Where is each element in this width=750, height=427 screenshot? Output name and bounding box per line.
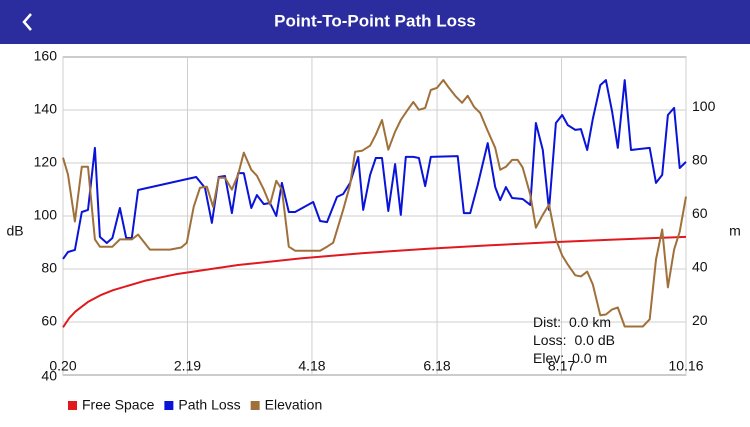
y-tick-label: 160	[34, 48, 58, 64]
series-line	[62, 79, 687, 260]
y-tick-label: 80	[41, 260, 57, 276]
y-tick-label: 120	[34, 154, 58, 170]
series-line	[62, 79, 687, 328]
x-tick-label: 4.18	[298, 358, 325, 374]
y2-tick-label: 80	[692, 151, 708, 167]
info-value: 0.0 dB	[574, 332, 614, 348]
header-bar	[0, 0, 750, 44]
legend-swatch	[250, 401, 260, 410]
y2-axis-label: m	[729, 223, 741, 239]
y2-tick-label: 20	[692, 312, 708, 328]
x-tick-label: 10.16	[668, 358, 703, 374]
info-row: Dist: 0.0 km	[533, 314, 611, 330]
info-label: Loss:	[533, 332, 566, 348]
y-tick-label: 100	[34, 207, 58, 223]
info-value: 0.0 km	[569, 314, 611, 330]
legend-label: Path Loss	[178, 397, 240, 413]
x-tick-label: 0.20	[49, 358, 76, 374]
legend-label: Free Space	[82, 397, 155, 413]
y-tick-label: 60	[41, 313, 57, 329]
y2-tick-label: 40	[692, 259, 708, 275]
info-row: Elev: 0.0 m	[533, 350, 607, 366]
info-row: Loss: 0.0 dB	[533, 332, 615, 348]
y-tick-label: 140	[34, 101, 58, 117]
legend-swatch	[164, 401, 174, 410]
x-tick-label: 8.17	[548, 358, 575, 374]
header-title: Point-To-Point Path Loss	[274, 11, 476, 30]
series-line	[62, 235, 687, 328]
legend-label: Elevation	[265, 397, 323, 413]
info-label: Dist:	[533, 314, 561, 330]
y-tick-label: 40	[41, 368, 57, 384]
y2-tick-label: 100	[692, 98, 716, 114]
info-value: 0.0 m	[572, 350, 607, 366]
y-axis-label: dB	[6, 223, 23, 239]
x-tick-label: 2.19	[174, 358, 201, 374]
legend-swatch	[68, 401, 77, 410]
y2-tick-label: 60	[692, 205, 708, 221]
back-button[interactable]	[22, 13, 32, 31]
info-label: Elev:	[533, 350, 564, 366]
x-tick-label: 6.18	[423, 358, 450, 374]
